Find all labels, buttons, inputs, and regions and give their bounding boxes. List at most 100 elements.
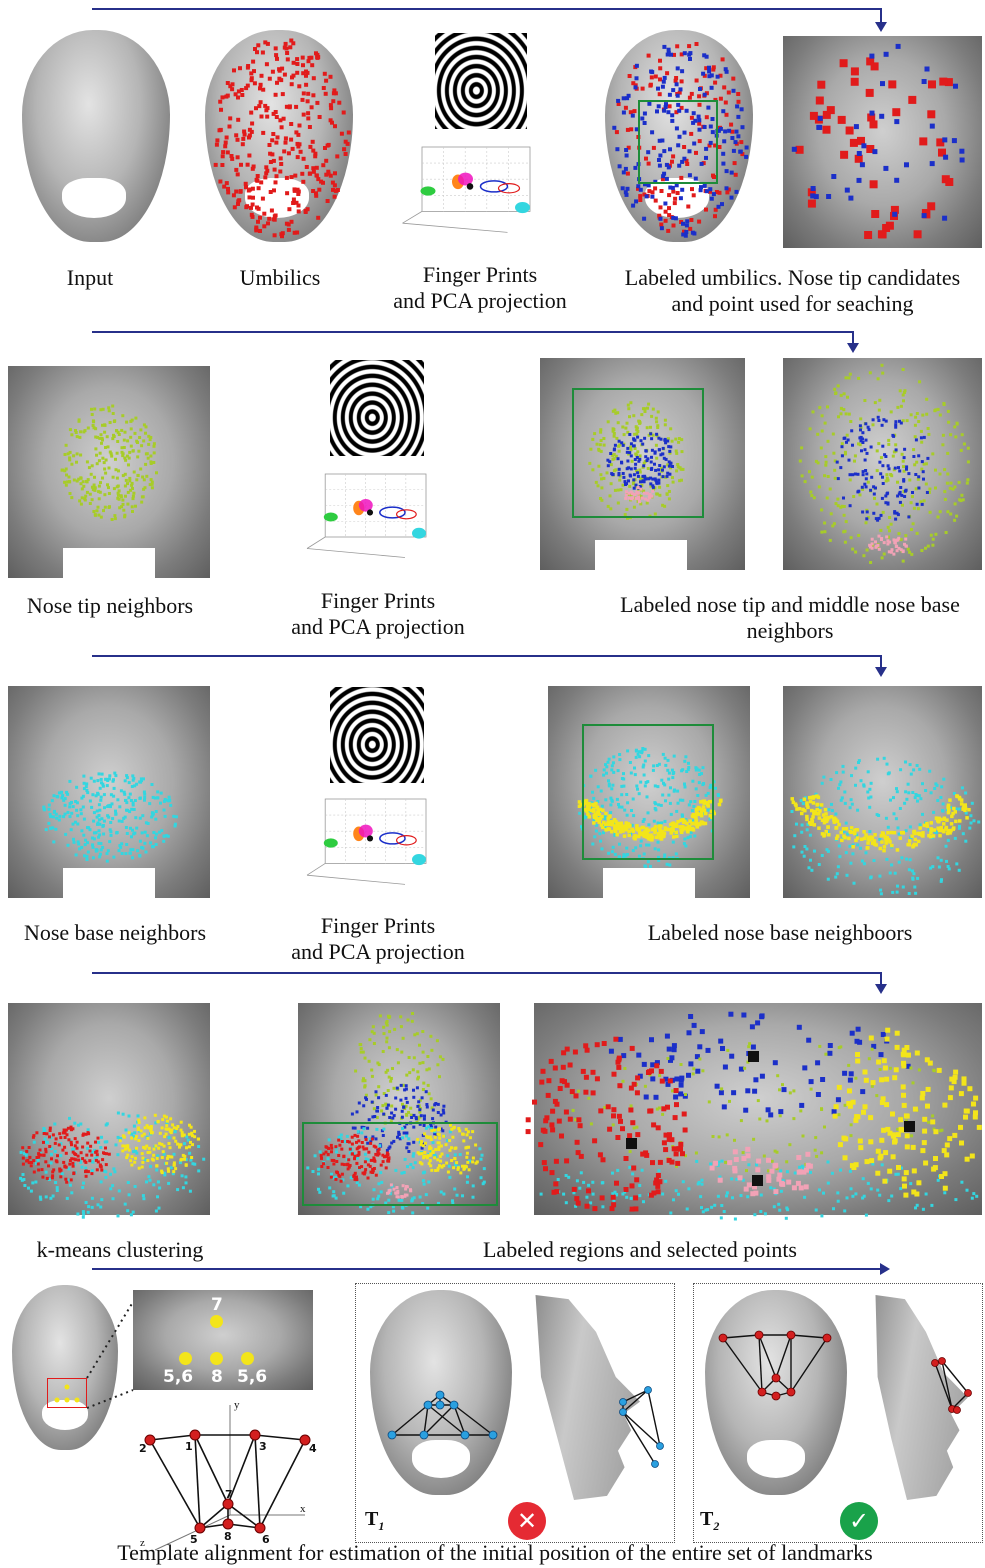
point-marker <box>163 798 167 801</box>
point-marker <box>601 808 605 813</box>
point-marker <box>677 440 681 444</box>
point-marker <box>699 185 703 190</box>
point-marker <box>818 809 822 813</box>
point-marker <box>193 1162 197 1166</box>
point-marker <box>611 845 615 849</box>
point-marker <box>130 483 134 487</box>
point-marker <box>117 433 121 436</box>
point-marker <box>267 76 272 81</box>
point-marker <box>100 1135 103 1139</box>
point-marker <box>824 463 828 467</box>
point-marker <box>677 437 681 440</box>
point-marker <box>621 110 626 115</box>
point-marker <box>598 443 602 447</box>
point-marker <box>339 1179 343 1183</box>
point-marker <box>860 449 863 453</box>
point-marker <box>911 869 914 873</box>
point-marker <box>76 822 80 826</box>
point-marker <box>670 439 674 443</box>
point-marker <box>584 809 589 813</box>
point-marker <box>666 439 670 443</box>
point-marker <box>36 1162 40 1166</box>
point-marker <box>894 425 898 429</box>
point-marker <box>359 1050 363 1054</box>
point-marker <box>785 1170 789 1174</box>
point-marker <box>720 1159 724 1163</box>
point-marker <box>59 1154 63 1158</box>
point-marker <box>377 1194 381 1198</box>
point-marker <box>340 1140 344 1143</box>
point-marker <box>861 1177 865 1181</box>
point-marker <box>632 444 635 448</box>
point-marker <box>629 1196 633 1200</box>
point-marker <box>844 520 848 524</box>
point-marker <box>877 1155 883 1161</box>
point-marker <box>325 199 330 203</box>
point-marker <box>960 1180 964 1184</box>
point-marker <box>870 62 879 71</box>
point-marker <box>910 552 914 556</box>
point-marker <box>945 831 950 836</box>
point-marker <box>148 1150 152 1154</box>
point-marker <box>372 1042 376 1045</box>
point-marker <box>947 867 951 871</box>
point-marker <box>724 112 729 117</box>
point-marker <box>718 73 723 78</box>
pca-mark <box>366 509 374 516</box>
point-marker <box>781 1179 785 1183</box>
point-marker <box>864 1213 868 1217</box>
point-marker <box>854 1192 858 1196</box>
point-marker <box>669 1137 675 1143</box>
point-marker <box>580 1068 586 1074</box>
point-marker <box>624 153 629 158</box>
point-marker <box>671 223 676 228</box>
point-marker <box>75 1140 79 1144</box>
point-marker <box>904 488 908 492</box>
point-marker <box>98 852 102 856</box>
point-marker <box>958 824 961 828</box>
point-marker <box>121 1149 125 1153</box>
point-marker <box>422 1081 426 1085</box>
point-marker <box>895 544 899 548</box>
point-marker <box>885 837 889 841</box>
point-marker <box>70 462 74 466</box>
point-marker <box>263 40 268 45</box>
point-marker <box>104 1163 108 1167</box>
point-marker <box>803 1167 809 1173</box>
point-marker <box>710 117 715 121</box>
point-marker <box>127 796 131 800</box>
point-marker <box>427 1162 431 1166</box>
point-marker <box>706 1208 710 1212</box>
point-marker <box>663 209 668 214</box>
point-marker <box>851 845 855 849</box>
point-marker <box>911 791 915 794</box>
point-marker <box>127 1193 131 1197</box>
point-marker <box>880 423 884 427</box>
point-marker <box>553 1181 559 1187</box>
point-marker <box>638 457 642 461</box>
point-marker <box>931 1114 935 1118</box>
point-marker <box>662 171 667 176</box>
point-marker <box>22 1178 26 1181</box>
point-marker <box>461 1164 464 1168</box>
point-marker <box>252 69 256 74</box>
point-marker <box>105 1140 109 1144</box>
point-marker <box>901 559 905 563</box>
point-marker <box>264 108 269 113</box>
point-marker <box>131 1210 135 1214</box>
point-marker <box>697 139 702 144</box>
point-marker <box>79 808 83 812</box>
point-marker <box>669 1055 675 1061</box>
point-marker <box>636 752 640 756</box>
point-marker <box>878 398 882 402</box>
point-marker <box>149 460 153 464</box>
point-marker <box>927 432 931 436</box>
point-marker <box>119 845 123 849</box>
point-marker <box>847 412 851 416</box>
point-marker <box>364 1096 368 1100</box>
point-marker <box>668 801 672 805</box>
point-marker <box>893 466 897 470</box>
point-marker <box>663 504 667 508</box>
point-marker <box>838 855 842 859</box>
point-marker <box>621 829 625 833</box>
